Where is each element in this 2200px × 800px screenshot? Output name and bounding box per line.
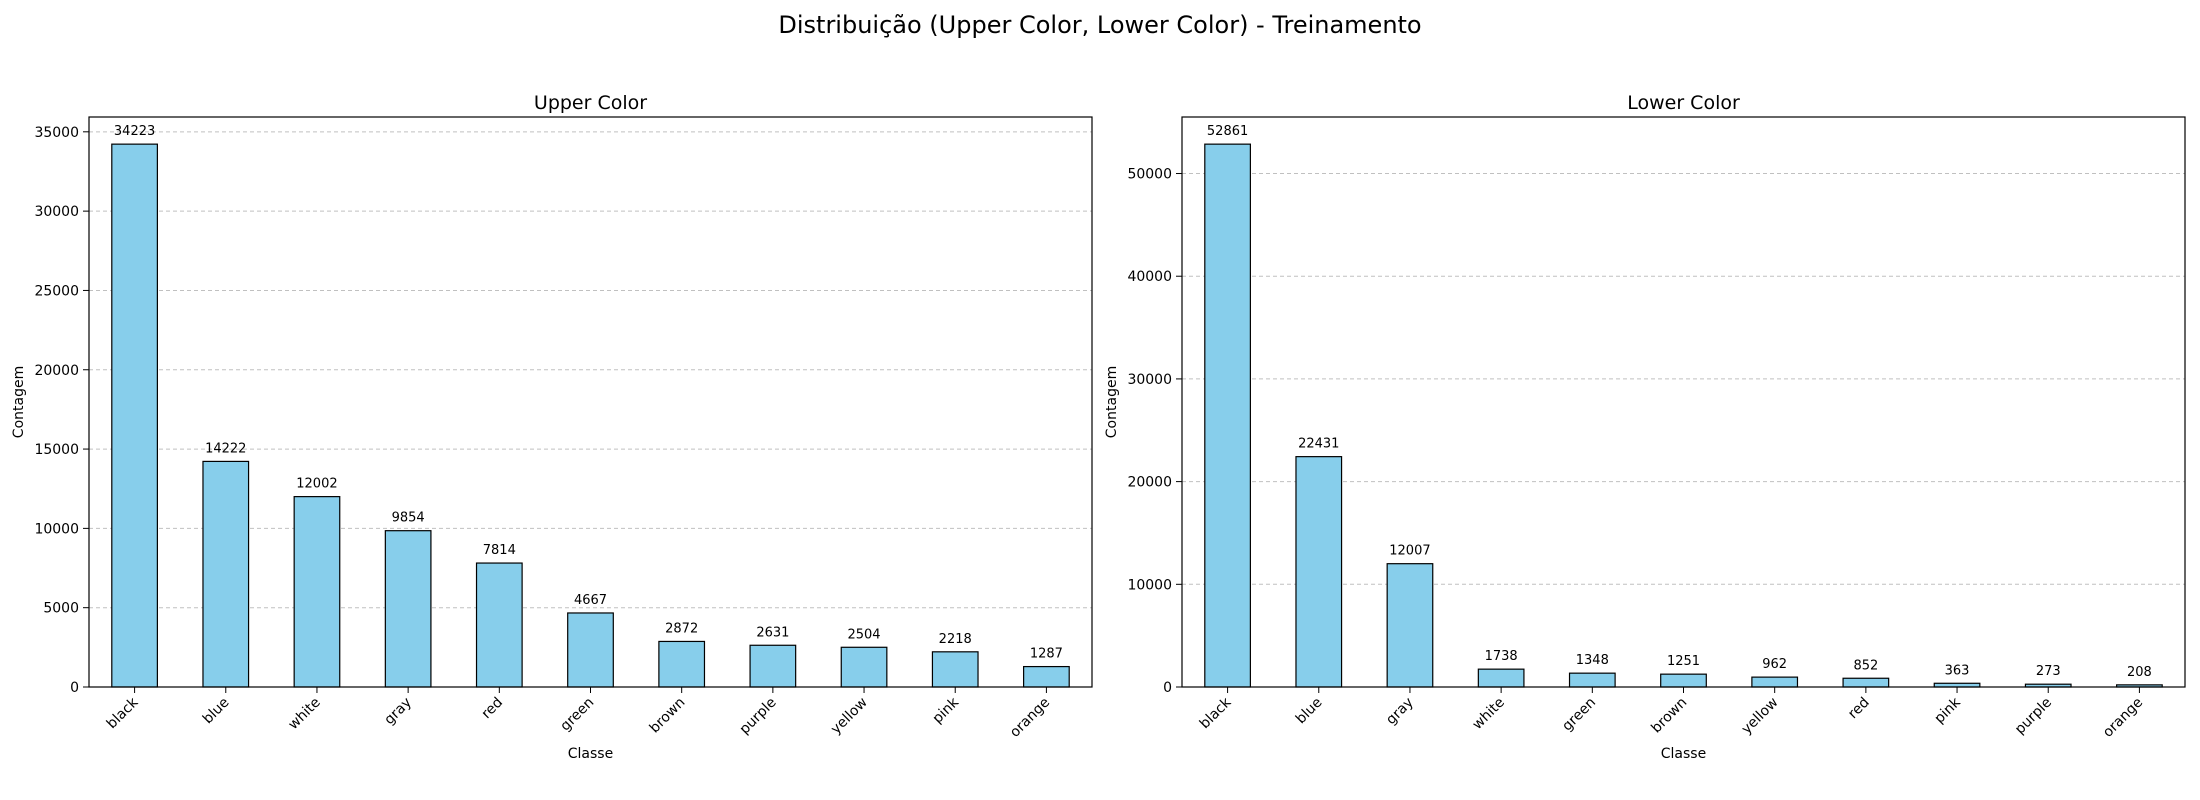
data-label: 2872 bbox=[665, 621, 698, 636]
data-label: 2631 bbox=[756, 625, 789, 640]
bar bbox=[111, 143, 158, 688]
axes-frame bbox=[88, 116, 1093, 688]
data-label: 1287 bbox=[1030, 647, 1063, 662]
x-tick-label: yellow bbox=[828, 695, 871, 738]
chart-title: Lower Color bbox=[1627, 92, 1740, 114]
x-tick-label: black bbox=[104, 694, 142, 732]
y-tick-label: 20000 bbox=[34, 363, 79, 379]
x-tick-label: yellow bbox=[1739, 695, 1782, 738]
y-tick-label: 0 bbox=[70, 680, 79, 696]
x-tick-label: green bbox=[557, 695, 597, 735]
bar bbox=[1204, 143, 1251, 688]
y-tick-label: 10000 bbox=[34, 521, 79, 537]
y-tick-label: 25000 bbox=[34, 283, 79, 299]
chart-panel-1: 34223 black 14222 blue 12002 white 9854 gray 781… bbox=[11, 92, 1093, 762]
data-label: 14222 bbox=[205, 441, 246, 456]
x-tick-label: blue bbox=[200, 695, 233, 728]
bar bbox=[749, 644, 797, 688]
bar bbox=[840, 646, 888, 688]
y-tick-label: 35000 bbox=[34, 125, 79, 141]
data-label: 273 bbox=[2036, 664, 2061, 679]
x-tick-label: green bbox=[1559, 695, 1599, 735]
axes-frame bbox=[1181, 116, 2186, 688]
data-label: 12007 bbox=[1389, 544, 1430, 559]
x-tick-label: pink bbox=[1932, 694, 1965, 727]
bar bbox=[658, 640, 706, 688]
data-label: 962 bbox=[1762, 657, 1787, 672]
data-label: 52861 bbox=[1207, 124, 1248, 139]
bar bbox=[384, 530, 432, 688]
bar bbox=[202, 460, 250, 688]
data-label: 208 bbox=[2127, 665, 2152, 680]
y-tick-label: 15000 bbox=[34, 442, 79, 458]
figure-title: Distribuição (Upper Color, Lower Color) … bbox=[778, 11, 1421, 39]
x-tick-label: brown bbox=[1648, 695, 1690, 737]
data-label: 12002 bbox=[296, 477, 337, 492]
bar bbox=[1023, 665, 1070, 688]
y-tick-label: 30000 bbox=[34, 204, 79, 220]
x-tick-label: pink bbox=[930, 694, 963, 727]
data-label: 22431 bbox=[1298, 437, 1339, 452]
y-tick-label: 30000 bbox=[1127, 372, 1172, 388]
bar bbox=[1751, 676, 1799, 688]
x-axis-label: Classe bbox=[1661, 746, 1706, 762]
x-tick-label: white bbox=[1470, 695, 1508, 733]
data-label: 34223 bbox=[114, 124, 155, 139]
x-tick-label: purple bbox=[2012, 695, 2055, 738]
bar bbox=[567, 612, 614, 688]
y-tick-label: 10000 bbox=[1127, 577, 1172, 593]
data-label: 4667 bbox=[574, 593, 607, 608]
x-tick-label: black bbox=[1197, 694, 1235, 732]
x-tick-label: orange bbox=[2100, 695, 2146, 741]
bar bbox=[1842, 677, 1890, 688]
y-axis-label: Contagem bbox=[1104, 366, 1120, 438]
bar bbox=[293, 496, 341, 688]
bar bbox=[1660, 673, 1707, 688]
data-label: 2504 bbox=[847, 627, 880, 642]
bar bbox=[475, 562, 523, 688]
data-label: 9854 bbox=[392, 511, 425, 526]
data-label: 1738 bbox=[1485, 649, 1518, 664]
x-tick-label: orange bbox=[1007, 695, 1053, 741]
y-tick-label: 20000 bbox=[1127, 475, 1172, 491]
chart-title: Upper Color bbox=[534, 92, 647, 114]
bar bbox=[931, 651, 979, 688]
bar bbox=[1386, 563, 1434, 688]
x-tick-label: red bbox=[1845, 695, 1873, 723]
chart-panel-2: 52861 black 22431 blue 12007 gray 1738 white 134… bbox=[1104, 92, 2186, 762]
x-axis-label: Classe bbox=[568, 746, 613, 762]
bar bbox=[1477, 668, 1525, 688]
data-label: 2218 bbox=[939, 632, 972, 647]
data-label: 363 bbox=[1945, 663, 1970, 678]
data-label: 852 bbox=[1853, 658, 1878, 673]
x-tick-label: purple bbox=[737, 695, 780, 738]
y-tick-label: 5000 bbox=[43, 601, 79, 617]
bar bbox=[1568, 672, 1616, 688]
bar bbox=[1295, 456, 1343, 688]
data-label: 7814 bbox=[483, 543, 516, 558]
data-label: 1348 bbox=[1576, 653, 1609, 668]
y-axis-label: Contagem bbox=[11, 366, 27, 438]
charts: 34223 black 14222 blue 12002 white 9854 gray 781… bbox=[11, 92, 2186, 762]
data-label: 1251 bbox=[1667, 654, 1700, 669]
y-tick-label: 40000 bbox=[1127, 269, 1172, 285]
x-tick-label: white bbox=[285, 695, 323, 733]
y-tick-label: 0 bbox=[1163, 680, 1172, 696]
x-tick-label: gray bbox=[381, 695, 415, 729]
x-tick-label: brown bbox=[647, 695, 689, 737]
y-tick-label: 50000 bbox=[1127, 167, 1172, 183]
x-tick-label: blue bbox=[1293, 695, 1326, 728]
x-tick-label: gray bbox=[1383, 695, 1417, 729]
x-tick-label: red bbox=[479, 695, 507, 723]
